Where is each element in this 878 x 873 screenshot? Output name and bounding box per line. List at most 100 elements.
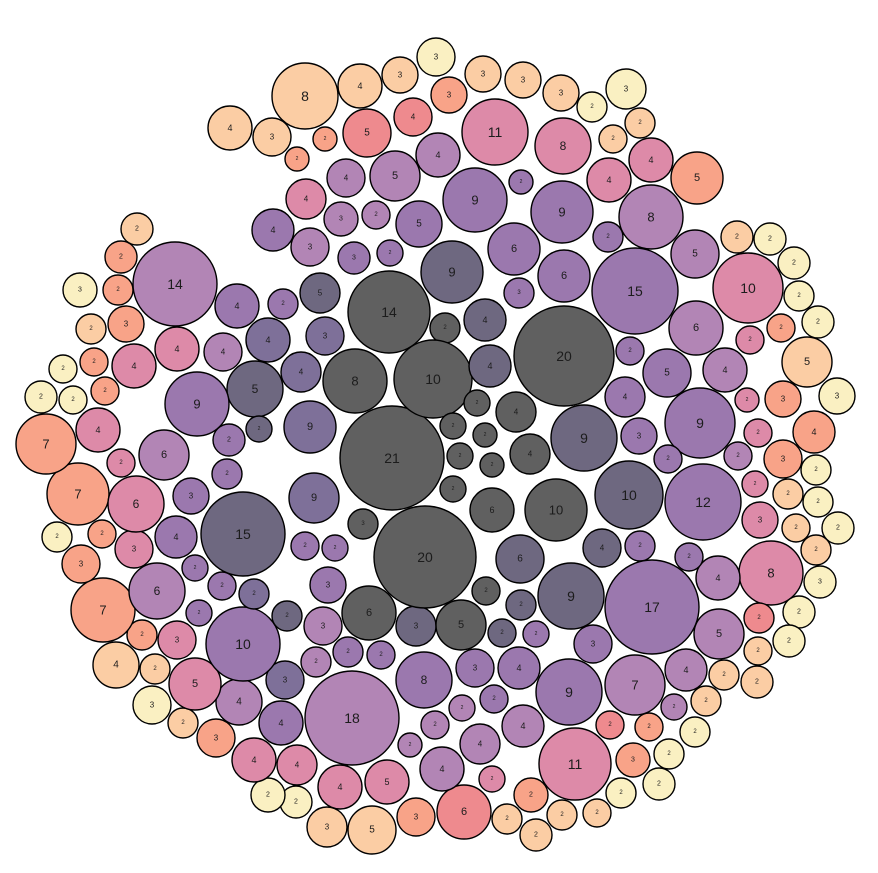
bubble-circle — [238, 578, 270, 610]
bubble-circle — [58, 385, 88, 415]
bubble-circle — [743, 602, 775, 634]
bubble-circle — [154, 326, 200, 372]
bubble: 2 — [471, 576, 501, 606]
bubble-circle — [416, 37, 456, 77]
bubble: 3 — [573, 624, 613, 664]
bubble: 2 — [446, 442, 474, 470]
bubble-circle — [381, 56, 419, 94]
bubble: 3 — [620, 417, 658, 455]
bubble: 6 — [469, 487, 515, 533]
bubble-circle — [79, 347, 109, 377]
bubble: 2 — [723, 441, 753, 471]
bubble-circle — [604, 559, 700, 655]
bubble: 4 — [231, 737, 277, 783]
bubble: 2 — [546, 799, 578, 831]
bubble-circle — [783, 280, 815, 312]
bubble: 5 — [642, 348, 692, 398]
bubble-circle — [106, 448, 136, 478]
bubble-circle — [128, 562, 186, 620]
bubble: 2 — [24, 380, 58, 414]
bubble-circle — [252, 117, 292, 157]
bubble-circle — [305, 316, 345, 356]
bubble-circle — [503, 277, 535, 309]
bubble-circle — [530, 180, 594, 244]
bubble-circle — [664, 387, 736, 459]
bubble-circle — [395, 651, 453, 709]
bubble: 2 — [120, 212, 154, 246]
bubble: 4 — [702, 347, 748, 393]
bubble: 2 — [690, 685, 722, 717]
bubble-circle — [280, 351, 322, 393]
bubble-circle — [290, 227, 330, 267]
bubble: 4 — [207, 105, 253, 151]
bubble: 4 — [258, 700, 304, 746]
bubble: 6 — [341, 585, 397, 641]
bubble: 7 — [70, 577, 136, 643]
bubble-circle — [393, 339, 473, 419]
bubble-circle — [781, 336, 833, 388]
bubble: 15 — [200, 491, 286, 577]
bubble-circle — [777, 246, 811, 280]
bubble-circle — [508, 169, 534, 195]
bubble: 3 — [114, 529, 154, 569]
bubble: 9 — [550, 404, 618, 472]
bubble: 2 — [245, 415, 273, 443]
bubble: 12 — [664, 463, 742, 541]
bubble: 2 — [781, 513, 811, 543]
bubble: 4 — [92, 641, 140, 689]
bubble-circle — [720, 220, 754, 254]
bubble-circle — [479, 452, 505, 478]
bubble-circle — [205, 606, 281, 682]
bubble: 5 — [364, 759, 410, 805]
bubble: 4 — [326, 158, 366, 198]
bubble-circle — [420, 710, 450, 740]
bubble-circle — [347, 805, 397, 855]
bubble-circle — [369, 150, 421, 202]
bubble: 7 — [604, 654, 666, 716]
bubble: 10 — [712, 252, 784, 324]
bubble-circle — [803, 565, 837, 599]
bubble: 3 — [430, 76, 468, 114]
bubble-circle — [337, 241, 371, 275]
bubble-circle — [439, 412, 467, 440]
bubble: 3 — [337, 241, 371, 275]
bubble-circle — [504, 61, 542, 99]
bubble: 2 — [87, 519, 117, 549]
bubble-circle — [75, 407, 121, 453]
bubble-circle — [107, 305, 145, 343]
bubble-circle — [802, 486, 834, 518]
bubble: 2 — [660, 693, 688, 721]
bubble-circle — [265, 660, 305, 700]
bubble-circle — [653, 738, 685, 770]
bubble-circle — [464, 55, 502, 93]
bubble-circle — [430, 76, 468, 114]
bubble-circle — [395, 200, 443, 248]
bubble: 2 — [48, 354, 78, 384]
bubble: 2 — [479, 684, 509, 714]
bubble: 2 — [250, 777, 286, 813]
bubble-circle — [642, 348, 692, 398]
bubble: 2 — [624, 107, 656, 139]
bubble-circle — [164, 371, 230, 437]
bubble-circle — [90, 376, 120, 406]
bubble-circle — [231, 737, 277, 783]
bubble-circle — [290, 531, 320, 561]
bubble: 9 — [537, 562, 605, 630]
bubble-circle — [154, 515, 198, 559]
bubble-circle — [497, 646, 541, 690]
bubble: 9 — [164, 371, 230, 437]
bubble: 4 — [459, 723, 501, 765]
bubble-circle — [245, 415, 273, 443]
bubble: 9 — [420, 240, 484, 304]
bubble: 4 — [214, 283, 260, 329]
bubble: 8 — [322, 348, 388, 414]
bubble: 2 — [522, 620, 550, 648]
bubble-circle — [741, 501, 779, 539]
bubble: 4 — [419, 746, 465, 792]
bubble-circle — [70, 577, 136, 643]
bubble: 9 — [535, 658, 603, 726]
bubble: 8 — [738, 540, 804, 606]
bubble-circle — [743, 636, 773, 666]
bubble-circle — [463, 298, 507, 342]
bubble: 3 — [464, 55, 502, 93]
